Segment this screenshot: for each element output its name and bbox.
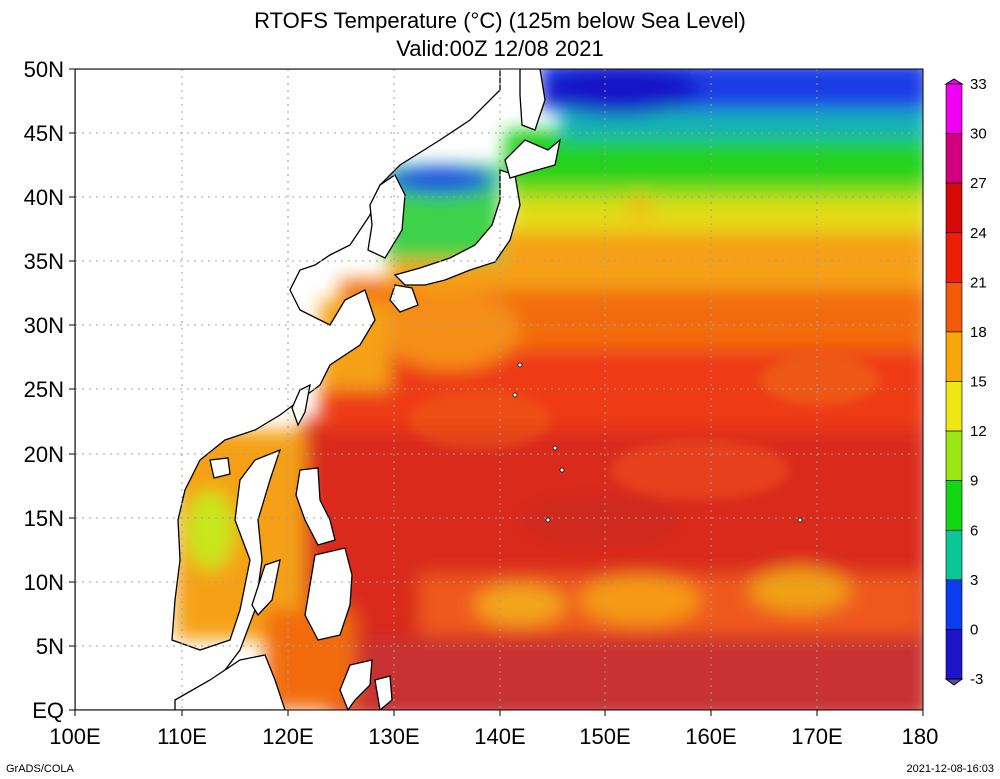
colorbar-label: 15 [970, 374, 987, 391]
colorbar-label: 18 [970, 324, 987, 341]
colorbar-segment [945, 133, 963, 184]
colorbar-bottom-arrow [944, 678, 964, 686]
lat-label-35n: 35N [24, 249, 64, 274]
lon-label-110E: 110E [157, 724, 207, 749]
colorbar-segment [945, 83, 963, 134]
colorbar-label: 33 [970, 76, 987, 93]
colorbar-label: 12 [970, 423, 987, 440]
lon-label-100E: 100E [49, 724, 100, 749]
colorbar-segment [945, 579, 963, 630]
colorbar-label: 24 [970, 225, 987, 242]
temperature-field [75, 69, 923, 710]
colorbar-label: 9 [970, 473, 978, 490]
colorbar-segment [945, 480, 963, 531]
lon-label-140E: 140E [474, 724, 525, 749]
lon-label-170E: 170E [791, 724, 842, 749]
lat-label-20n: 20N [24, 442, 64, 467]
colorbar-segment [945, 529, 963, 581]
colorbar-label: 0 [970, 621, 978, 638]
colorbar-segment [945, 182, 963, 234]
lat-label-50n: 50N [24, 57, 64, 82]
colorbar-label: 3 [970, 572, 978, 589]
lon-label-180: 180 [902, 724, 939, 749]
colorbar-segment [945, 381, 963, 432]
colorbar-segment [945, 629, 963, 680]
lat-label-5n: 5N [36, 634, 64, 659]
lat-label-10n: 10N [24, 570, 64, 595]
colorbar-segment [945, 232, 963, 283]
colorbar-label: 6 [970, 522, 978, 539]
lat-label-30n: 30N [24, 313, 64, 338]
colorbar-label: 30 [970, 126, 987, 143]
lat-label-eq: EQ [32, 698, 64, 723]
colorbar-label: -3 [970, 671, 983, 688]
lat-label-15n: 15N [24, 506, 64, 531]
lat-label-25n: 25N [24, 377, 64, 402]
colorbar-label: 27 [970, 175, 987, 192]
colorbar-segment [945, 331, 963, 382]
colorbar-label: 21 [970, 274, 987, 291]
map-title: RTOFS Temperature (°C) (125m below Sea L… [254, 8, 746, 33]
lat-lon-grid [75, 69, 923, 710]
land [75, 69, 561, 710]
colorbar-segment [945, 282, 963, 333]
lat-label-40n: 40N [24, 185, 64, 210]
lon-label-160E: 160E [685, 724, 736, 749]
lon-label-150E: 150E [579, 724, 630, 749]
lon-label-120E: 120E [262, 724, 313, 749]
lat-label-45n: 45N [24, 121, 64, 146]
lon-label-130E: 130E [368, 724, 419, 749]
valid-time: Valid:00Z 12/08 2021 [396, 36, 604, 61]
credit-grads: GrADS/COLA [6, 763, 74, 775]
colorbar-top-arrow [944, 78, 964, 85]
colorbar-segment [945, 430, 963, 481]
credit-timestamp: 2021-12-08-16:03 [906, 763, 994, 775]
